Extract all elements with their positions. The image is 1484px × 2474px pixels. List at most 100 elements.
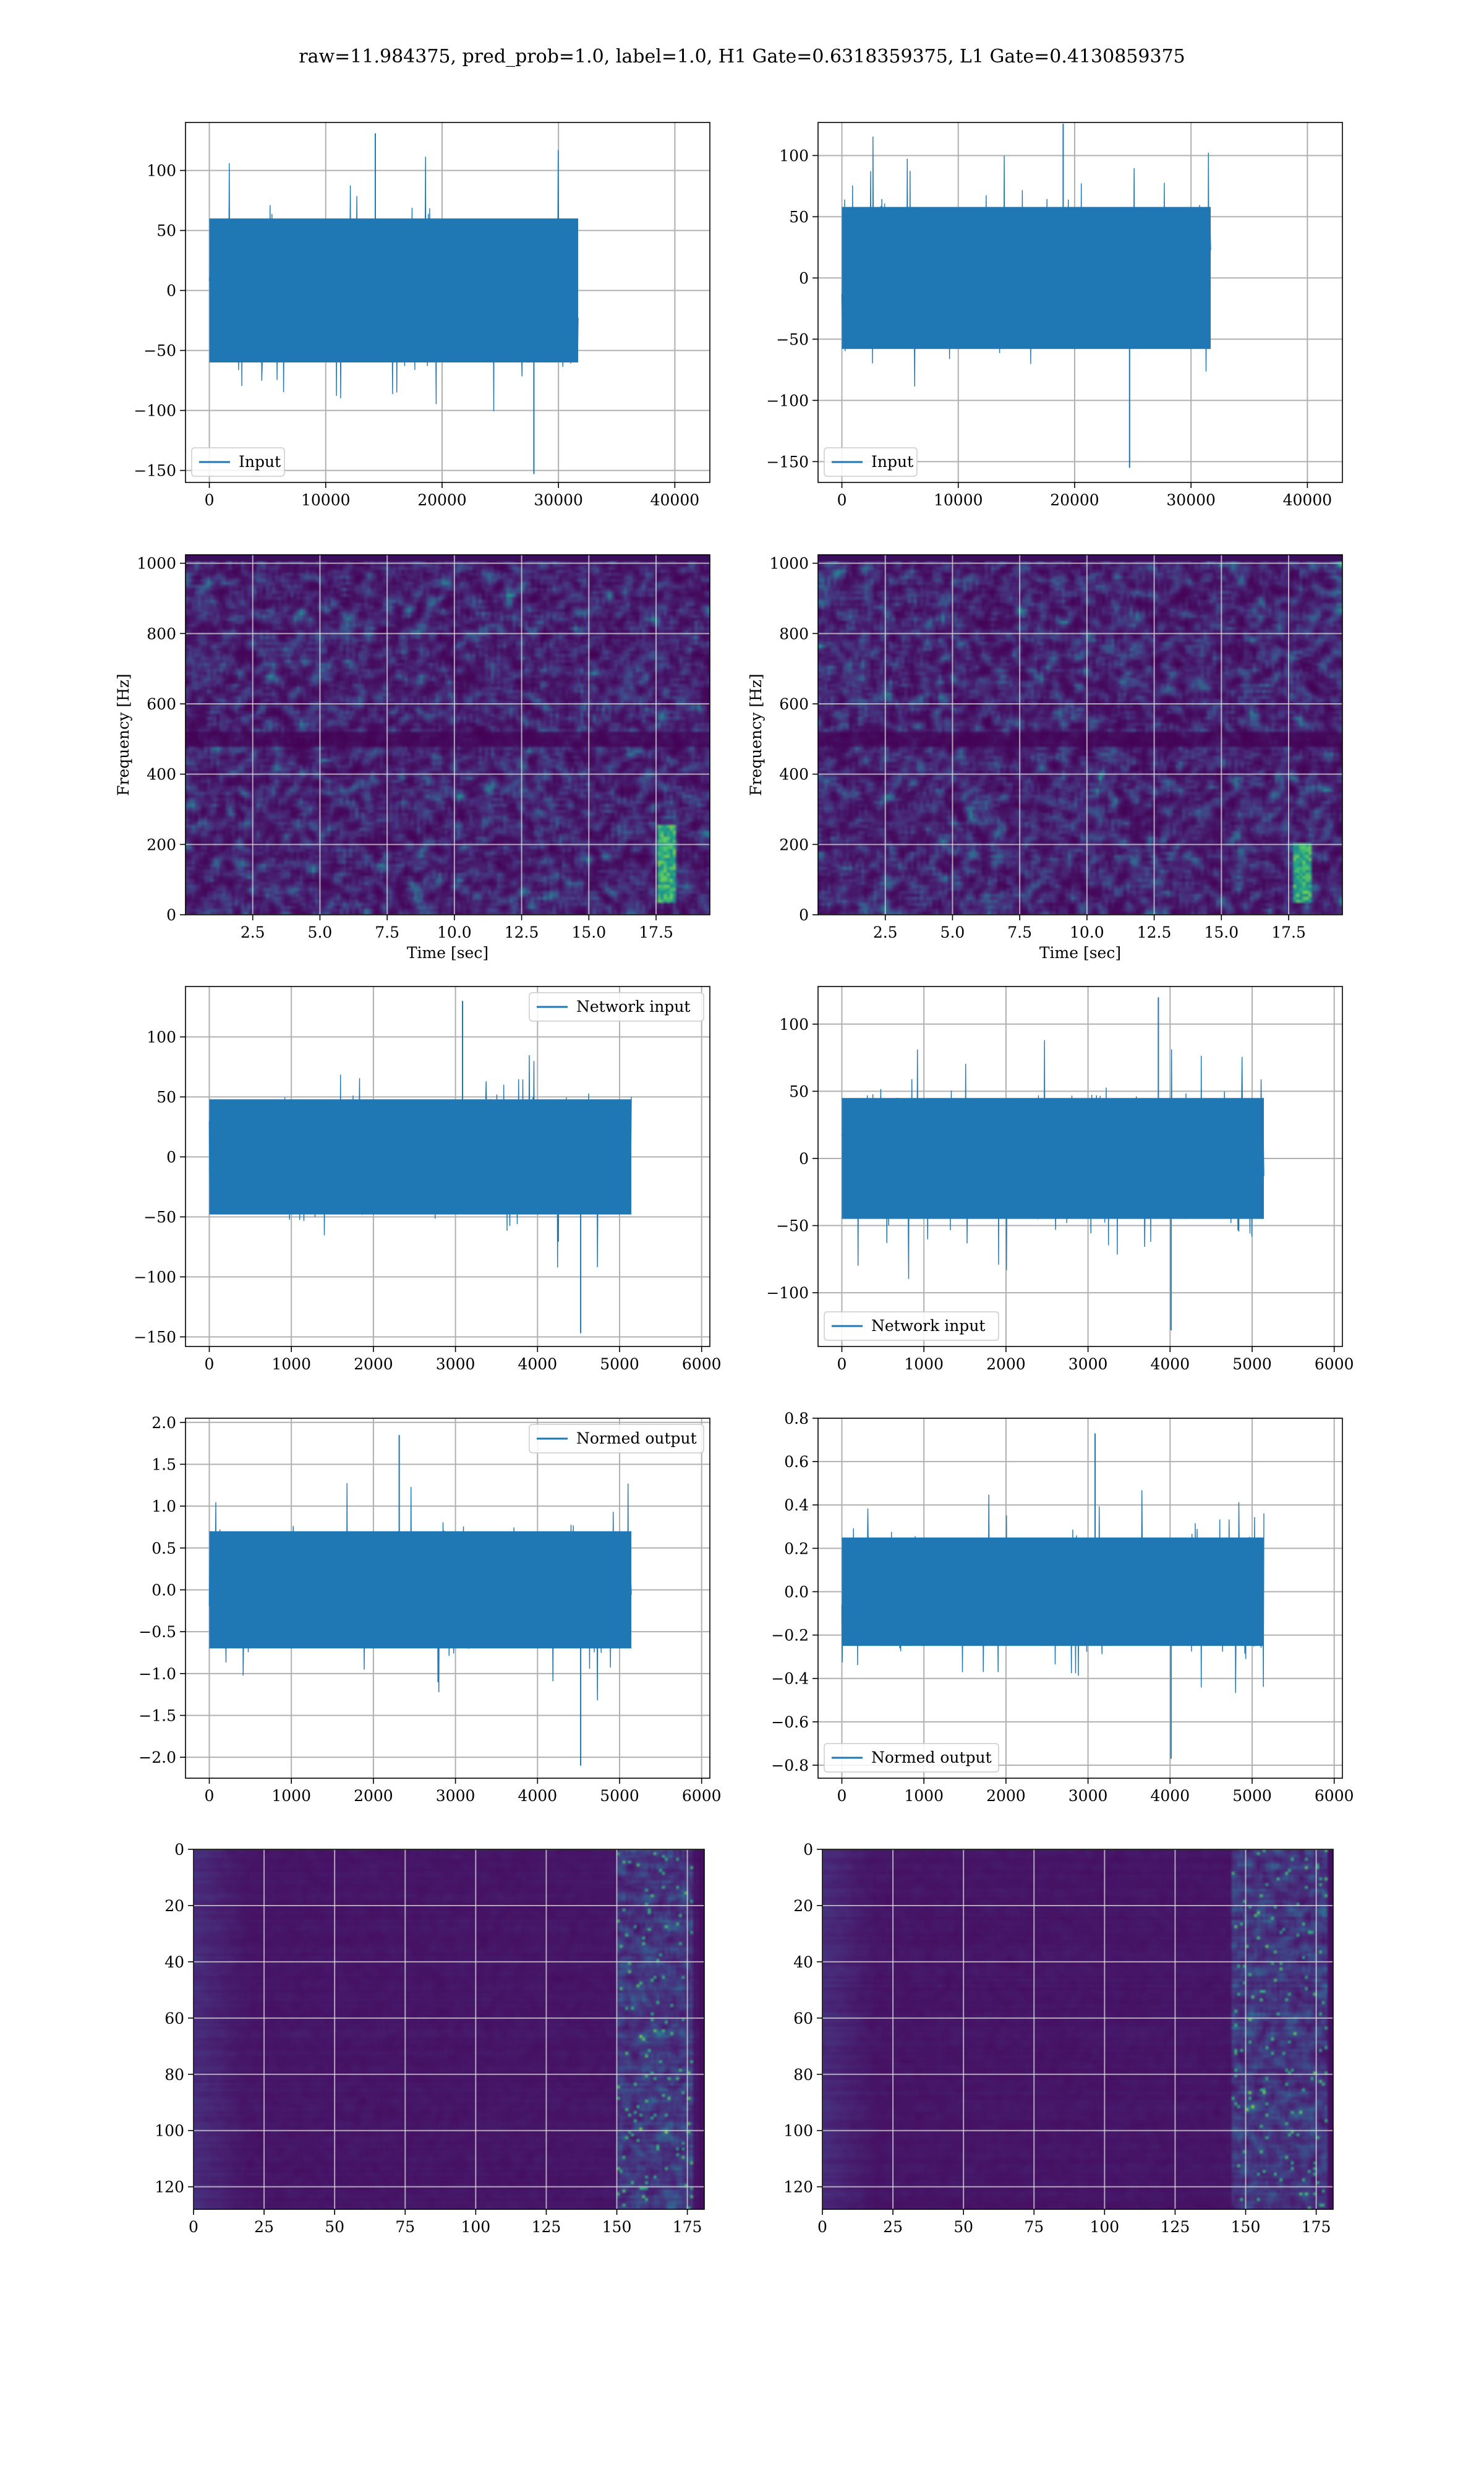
x-tick-label: 20000 bbox=[417, 491, 467, 509]
legend: Input bbox=[824, 447, 918, 477]
x-tick-label: 4000 bbox=[518, 1355, 558, 1373]
y-tick-label: −150 bbox=[766, 453, 809, 471]
axes-frame bbox=[185, 986, 710, 1347]
y-tick-label: 0.4 bbox=[784, 1496, 809, 1514]
x-tick-label: 75 bbox=[1024, 2218, 1044, 2236]
x-tick-label: 6000 bbox=[1315, 1787, 1354, 1805]
y-tick-label: 0 bbox=[803, 1841, 813, 1859]
chart-panel-10: 0 25 50 75 100 125 150 175 0 20 40 60 80 100 120 bbox=[783, 1841, 1334, 2236]
x-tick-label: 30000 bbox=[1166, 491, 1216, 509]
x-tick-label: 0 bbox=[837, 1787, 847, 1805]
plot-area bbox=[186, 1418, 710, 1778]
x-tick-label: 25 bbox=[254, 2218, 274, 2236]
y-tick-label: −1.0 bbox=[139, 1665, 176, 1683]
x-tick-label: 3000 bbox=[1068, 1787, 1108, 1805]
y-tick-label: 0 bbox=[166, 906, 176, 924]
x-tick-label: 10000 bbox=[301, 491, 351, 509]
y-tick-label: 20 bbox=[793, 1897, 813, 1915]
chart-panel-7: Normed output 0 1000 2000 3000 4000 5000 6000 −2… bbox=[139, 1414, 721, 1805]
axes-frame bbox=[185, 554, 710, 915]
x-tick-label: 20000 bbox=[1050, 491, 1099, 509]
y-tick-label: 1000 bbox=[769, 555, 809, 573]
y-tick-label: −0.4 bbox=[771, 1670, 809, 1688]
axes-frame bbox=[185, 1418, 710, 1779]
chart-panel-1: Input 0 10000 20000 30000 40000 −150 −100 −50 0 50… bbox=[134, 122, 710, 509]
x-tick-label: 0 bbox=[205, 491, 215, 509]
y-tick-label: −100 bbox=[134, 402, 176, 420]
chart-panel-4: 2.5 5.0 7.5 10.0 12.5 15.0 17.5 0 200 400 600 800 10… bbox=[747, 554, 1343, 962]
x-tick-label: 1000 bbox=[904, 1787, 944, 1805]
legend-box bbox=[529, 992, 704, 1022]
x-tick-label: 2.5 bbox=[241, 923, 265, 941]
x-tick-label: 0 bbox=[189, 2218, 198, 2236]
axes-frame bbox=[817, 122, 1343, 483]
x-tick-label: 17.5 bbox=[639, 923, 673, 941]
y-tick-label: 1.0 bbox=[151, 1497, 176, 1515]
plot-area bbox=[818, 1418, 1342, 1778]
axes-frame bbox=[817, 1418, 1343, 1779]
plot-area bbox=[822, 1849, 1333, 2209]
x-tick-label: 40000 bbox=[1283, 491, 1333, 509]
plot-area bbox=[186, 987, 710, 1346]
heatmap-image bbox=[186, 555, 710, 915]
y-tick-label: 120 bbox=[155, 2178, 184, 2196]
legend-label: Input bbox=[871, 453, 913, 471]
series-dense-band bbox=[209, 1099, 631, 1215]
axes-frame bbox=[822, 1849, 1334, 2210]
y-tick-label: 1000 bbox=[137, 555, 176, 573]
x-tick-label: 10000 bbox=[934, 491, 983, 509]
y-tick-label: 0 bbox=[166, 282, 176, 300]
x-tick-label: 4000 bbox=[1151, 1355, 1190, 1373]
x-tick-label: 0 bbox=[205, 1355, 215, 1373]
y-tick-label: 0.6 bbox=[784, 1453, 809, 1471]
y-tick-label: 1.5 bbox=[151, 1455, 176, 1473]
legend-label: Normed output bbox=[871, 1748, 992, 1766]
series-dense-band bbox=[842, 207, 1211, 349]
legend-box bbox=[191, 447, 285, 477]
x-tick-label: 50 bbox=[953, 2218, 973, 2236]
y-tick-label: −0.2 bbox=[771, 1627, 809, 1645]
legend-box bbox=[529, 1424, 704, 1453]
y-tick-label: −1.5 bbox=[139, 1706, 176, 1724]
x-tick-label: 1000 bbox=[271, 1787, 311, 1805]
y-tick-label: −0.5 bbox=[139, 1623, 176, 1641]
y-tick-label: 100 bbox=[155, 2122, 184, 2140]
y-tick-label: 100 bbox=[783, 2122, 813, 2140]
x-tick-label: 50 bbox=[325, 2218, 344, 2236]
x-tick-label: 7.5 bbox=[375, 923, 399, 941]
legend: Normed output bbox=[529, 1424, 704, 1453]
x-tick-label: 5000 bbox=[600, 1355, 639, 1373]
x-tick-label: 30000 bbox=[534, 491, 583, 509]
x-tick-label: 5.0 bbox=[940, 923, 965, 941]
x-tick-label: 1000 bbox=[271, 1355, 311, 1373]
x-tick-label: 4000 bbox=[518, 1787, 558, 1805]
y-tick-label: −50 bbox=[776, 1217, 809, 1235]
y-tick-label: 0 bbox=[799, 269, 809, 287]
x-tick-label: 25 bbox=[883, 2218, 903, 2236]
series-dense-band bbox=[209, 1531, 631, 1649]
x-tick-label: 5000 bbox=[600, 1787, 639, 1805]
x-tick-label: 12.5 bbox=[505, 923, 539, 941]
x-tick-label: 6000 bbox=[1315, 1355, 1354, 1373]
heatmap-top-band bbox=[818, 555, 1342, 561]
x-tick-label: 100 bbox=[461, 2218, 490, 2236]
legend-label: Normed output bbox=[576, 1429, 697, 1447]
y-tick-label: −50 bbox=[143, 1208, 176, 1226]
y-tick-label: −150 bbox=[134, 462, 176, 480]
y-tick-label: 0 bbox=[799, 1150, 809, 1168]
legend: Network input bbox=[824, 1311, 999, 1341]
x-tick-label: 175 bbox=[1302, 2218, 1331, 2236]
x-tick-label: 6000 bbox=[682, 1787, 722, 1805]
x-tick-label: 5000 bbox=[1232, 1787, 1272, 1805]
y-axis-label: Frequency [Hz] bbox=[747, 674, 765, 796]
x-tick-label: 0 bbox=[205, 1787, 215, 1805]
chart-panel-3: 2.5 5.0 7.5 10.0 12.5 15.0 17.5 0 200 400 600 800 10… bbox=[114, 554, 710, 962]
y-tick-label: 100 bbox=[147, 1028, 176, 1046]
y-tick-label: 40 bbox=[793, 1953, 813, 1971]
x-tick-label: 10.0 bbox=[1070, 923, 1104, 941]
x-tick-label: 1000 bbox=[904, 1355, 944, 1373]
axes-frame bbox=[193, 1849, 705, 2210]
plot-area bbox=[818, 122, 1342, 482]
